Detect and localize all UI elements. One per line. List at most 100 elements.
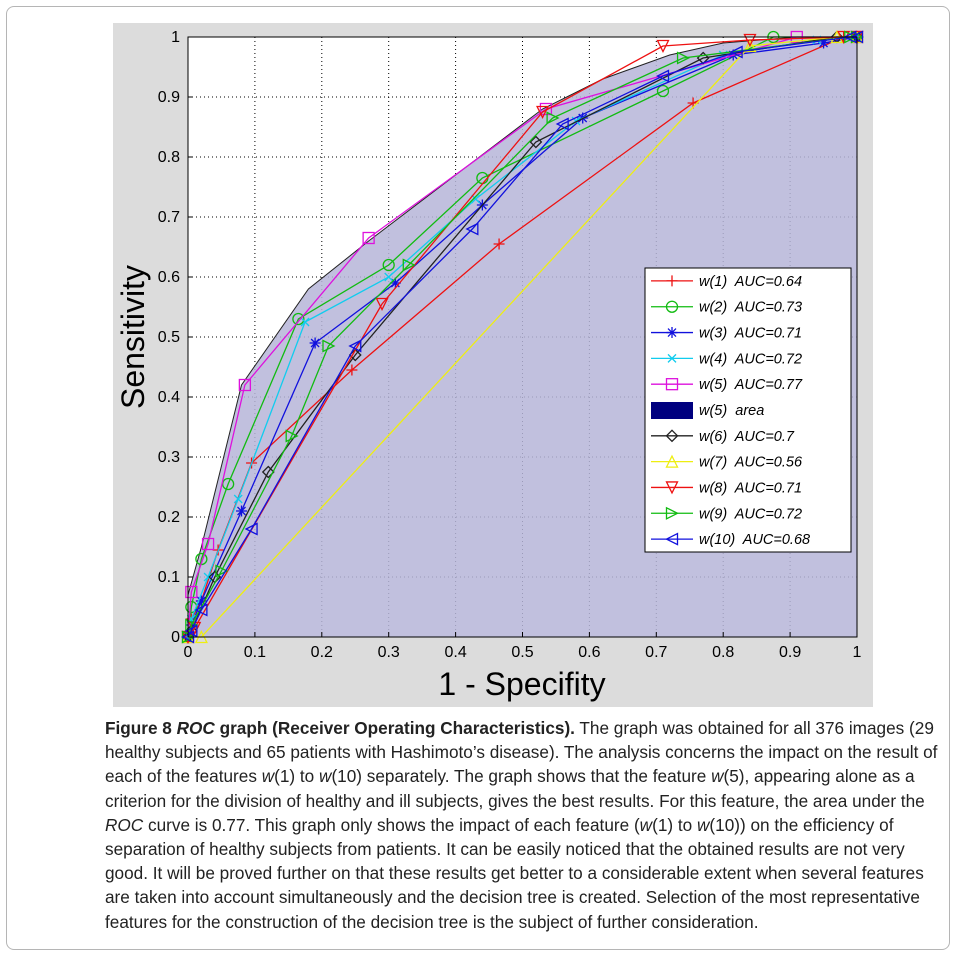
y-tick-label: 0.2 <box>158 509 180 526</box>
caption-w: w <box>696 814 710 835</box>
data-point <box>493 238 505 250</box>
data-point <box>221 477 235 491</box>
data-point <box>322 339 336 353</box>
legend-item: w(4) AUC=0.72 <box>651 351 802 367</box>
caption-text: (10) separately. The graph shows that th… <box>331 766 712 787</box>
data-point <box>348 339 362 353</box>
y-tick-label: 0 <box>171 629 180 646</box>
legend-item: w(8) AUC=0.71 <box>651 480 802 496</box>
x-tick-label: 0.5 <box>511 644 533 661</box>
legend-label: w(6) AUC=0.7 <box>699 429 795 445</box>
legend-label: w(8) AUC=0.71 <box>699 480 802 496</box>
x-tick-label: 0.6 <box>578 644 600 661</box>
x-tick-label: 0.9 <box>779 644 801 661</box>
data-point <box>666 275 678 287</box>
legend-label: w(9) AUC=0.72 <box>699 506 802 522</box>
caption-title: graph (Receiver Operating Characteristic… <box>214 718 575 738</box>
ticks: 00 0.1 0.1 0.2 0.2 0.3 0.3 0.4 0.4 0.5 0.5 0.6 0.6 0.… <box>158 29 862 661</box>
data-point <box>656 84 670 98</box>
legend-item: w(5) AUC=0.77 <box>651 377 803 393</box>
data-point <box>201 537 215 551</box>
x-tick-label: 0.8 <box>712 644 734 661</box>
data-point <box>382 258 395 272</box>
legend-label: w(5) area <box>699 403 764 419</box>
legend-label: w(5) AUC=0.77 <box>699 377 803 393</box>
data-point <box>185 600 198 614</box>
data-point <box>195 595 207 607</box>
data-point <box>465 222 479 236</box>
caption-label: Figure 8 <box>105 718 172 738</box>
legend-item: w(1) AUC=0.64 <box>651 274 802 290</box>
data-point <box>233 494 243 504</box>
x-tick-label: 0.7 <box>645 644 667 661</box>
caption-text: (1) to <box>652 814 697 835</box>
caption-w: w <box>639 814 653 835</box>
x-tick-label: 0 <box>184 644 193 661</box>
data-point <box>676 51 691 65</box>
data-point <box>285 429 299 443</box>
data-point <box>729 45 743 59</box>
data-point <box>389 277 401 289</box>
data-point <box>536 105 550 119</box>
data-point <box>665 454 679 468</box>
data-point <box>402 258 416 272</box>
caption-title-em: ROC <box>176 718 215 738</box>
data-point <box>546 111 560 125</box>
legend-item: w(9) AUC=0.72 <box>651 506 802 522</box>
data-point <box>539 102 553 116</box>
roc-chart: 00 0.1 0.1 0.2 0.2 0.3 0.3 0.4 0.4 0.5 0.5 0.6 0.6 0.… <box>115 29 864 702</box>
x-axis-label: 1 - Specifity <box>438 666 605 702</box>
x-tick-label: 1 <box>853 644 862 661</box>
data-point <box>656 69 670 83</box>
caption-roc: ROC <box>105 814 144 835</box>
data-point <box>665 532 679 546</box>
data-point <box>194 603 208 617</box>
data-point <box>362 231 375 245</box>
x-tick-label: 0.2 <box>311 644 333 661</box>
legend-item: w(2) AUC=0.73 <box>651 300 802 316</box>
legend-label: w(7) AUC=0.56 <box>699 455 803 471</box>
data-point <box>375 297 389 311</box>
series-10 <box>181 30 864 644</box>
caption-text: (10)) on the efficiency of separation of… <box>105 814 924 932</box>
x-tick-label: 0.1 <box>244 644 266 661</box>
legend-label: w(10) AUC=0.68 <box>699 532 810 548</box>
y-tick-label: 1 <box>171 29 180 46</box>
legend-item: w(5) area <box>651 402 764 419</box>
caption-text: The graph was obtained for all 376 image… <box>105 718 938 787</box>
data-point <box>185 585 198 599</box>
data-point <box>384 272 394 282</box>
caption-text: (1) to <box>274 766 320 787</box>
y-tick-label: 0.1 <box>158 569 180 586</box>
legend-item: w(10) AUC=0.68 <box>651 532 810 548</box>
data-point <box>346 364 358 376</box>
data-point <box>818 37 830 49</box>
data-point <box>665 506 679 520</box>
legend-area-swatch <box>651 402 693 419</box>
caption-text: (5), appearing alone as a criterion for … <box>105 766 925 811</box>
x-tick-label: 0.3 <box>378 644 400 661</box>
legend-label: w(3) AUC=0.71 <box>699 326 802 342</box>
data-point <box>656 39 670 53</box>
series-line <box>187 36 857 638</box>
y-tick-label: 0.4 <box>158 389 180 406</box>
data-point <box>743 39 757 53</box>
data-point <box>529 135 543 149</box>
caption-text: curve is 0.77. This graph only shows the… <box>143 814 640 835</box>
data-point <box>238 378 252 392</box>
series-line <box>187 36 857 638</box>
data-point <box>666 327 678 339</box>
y-tick-label: 0.9 <box>158 89 180 106</box>
data-point <box>203 572 213 582</box>
figure-caption: Figure 8 ROC graph (Receiver Operating C… <box>105 716 950 934</box>
y-tick-label: 0.3 <box>158 449 180 466</box>
data-point <box>665 481 679 495</box>
data-point <box>555 117 569 131</box>
data-point <box>236 505 248 517</box>
data-point <box>244 522 258 536</box>
data-point <box>665 429 679 443</box>
y-axis-label: Sensitivity <box>115 265 151 409</box>
caption-w: w <box>711 766 724 787</box>
caption-w: w <box>261 766 275 787</box>
data-point <box>184 624 198 638</box>
